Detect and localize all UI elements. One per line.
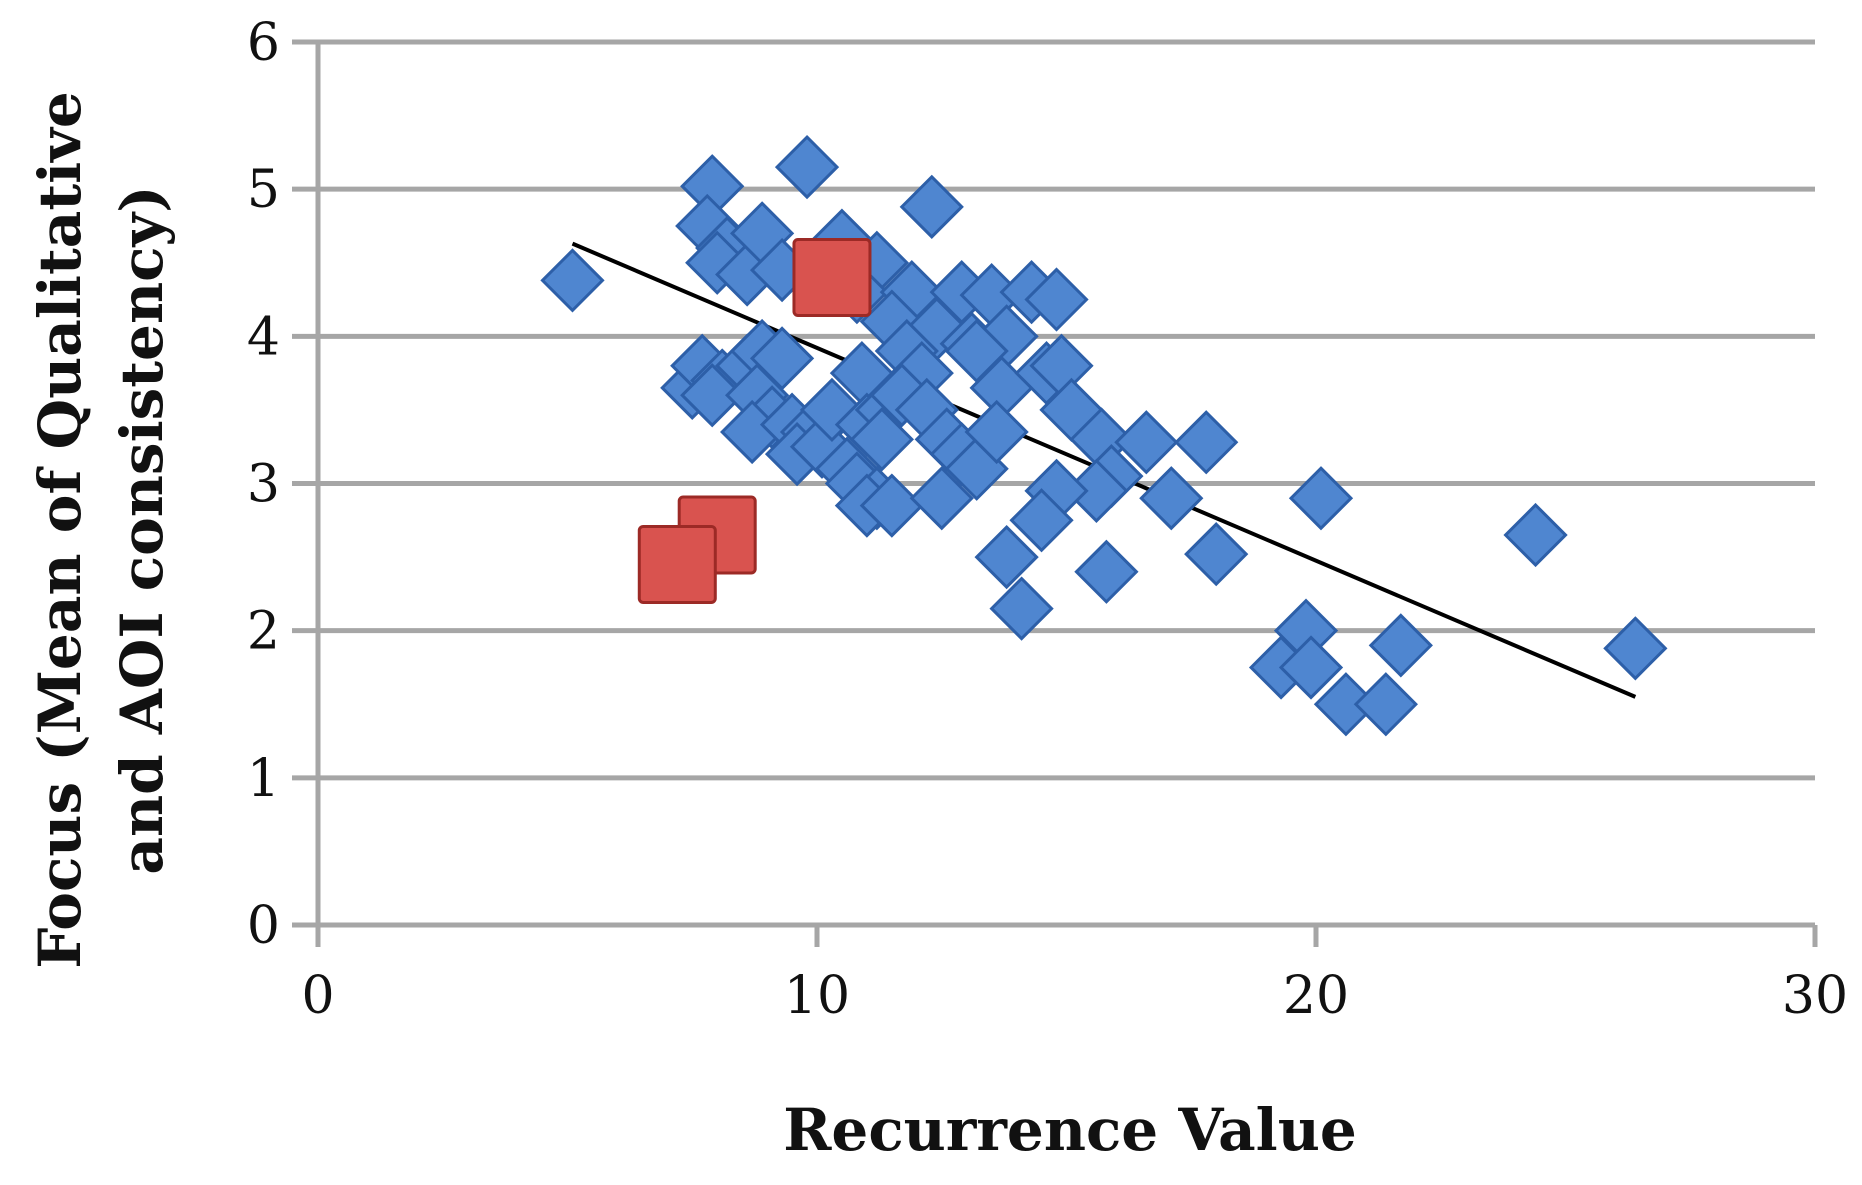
- y-tick-label: 0: [247, 896, 280, 956]
- diamond-point: [1174, 410, 1239, 475]
- axes: [292, 39, 1818, 947]
- x-axis-title: Recurrence Value: [783, 1096, 1357, 1164]
- diamond-point: [774, 134, 840, 200]
- x-tick-label: 30: [1782, 966, 1848, 1026]
- y-axis-title: Focus (Mean of Qualitative and AOI consi…: [26, 91, 176, 968]
- diamond-point: [1603, 616, 1668, 681]
- tick-labels: 0 1 2 3 4 5 6 0 10 20 30: [247, 13, 1848, 1026]
- markers: [540, 134, 1668, 737]
- y-tick-label: 5: [247, 160, 280, 220]
- diamond-point: [964, 399, 1029, 465]
- diamond-point: [859, 473, 924, 538]
- y-tick-label: 2: [247, 602, 280, 662]
- diamond-point: [1288, 466, 1354, 531]
- diamond-point: [540, 248, 605, 313]
- y-tick-label: 1: [247, 749, 280, 809]
- y-tick-label: 6: [247, 13, 280, 73]
- diamond-point: [1074, 539, 1139, 604]
- diamond-point: [849, 407, 914, 472]
- x-tick-label: 20: [1283, 966, 1349, 1026]
- square-point: [792, 237, 872, 317]
- diamond-point: [680, 363, 745, 428]
- diamond-point: [1184, 522, 1249, 587]
- diamond-point: [1024, 267, 1089, 332]
- diamond-point: [1503, 502, 1568, 568]
- y-axis-title-line-2: and AOI consistency): [108, 185, 176, 874]
- y-tick-label: 4: [247, 307, 280, 367]
- diamond-point: [974, 524, 1039, 590]
- square-point: [637, 524, 717, 604]
- diamond-point: [1009, 488, 1074, 553]
- diamond-point: [899, 174, 964, 239]
- diamond-point: [989, 576, 1054, 641]
- diamond-point: [909, 466, 974, 531]
- diamond-point: [1368, 613, 1433, 678]
- y-tick-label: 3: [247, 455, 280, 515]
- diamond-point: [1139, 466, 1204, 531]
- y-axis-title-line-1: Focus (Mean of Qualitative: [26, 91, 94, 968]
- diamond-point: [1114, 410, 1179, 475]
- diamond-point: [1353, 672, 1418, 737]
- diamond-point: [1278, 635, 1344, 700]
- x-tick-label: 0: [301, 966, 334, 1026]
- x-tick-label: 10: [784, 966, 850, 1026]
